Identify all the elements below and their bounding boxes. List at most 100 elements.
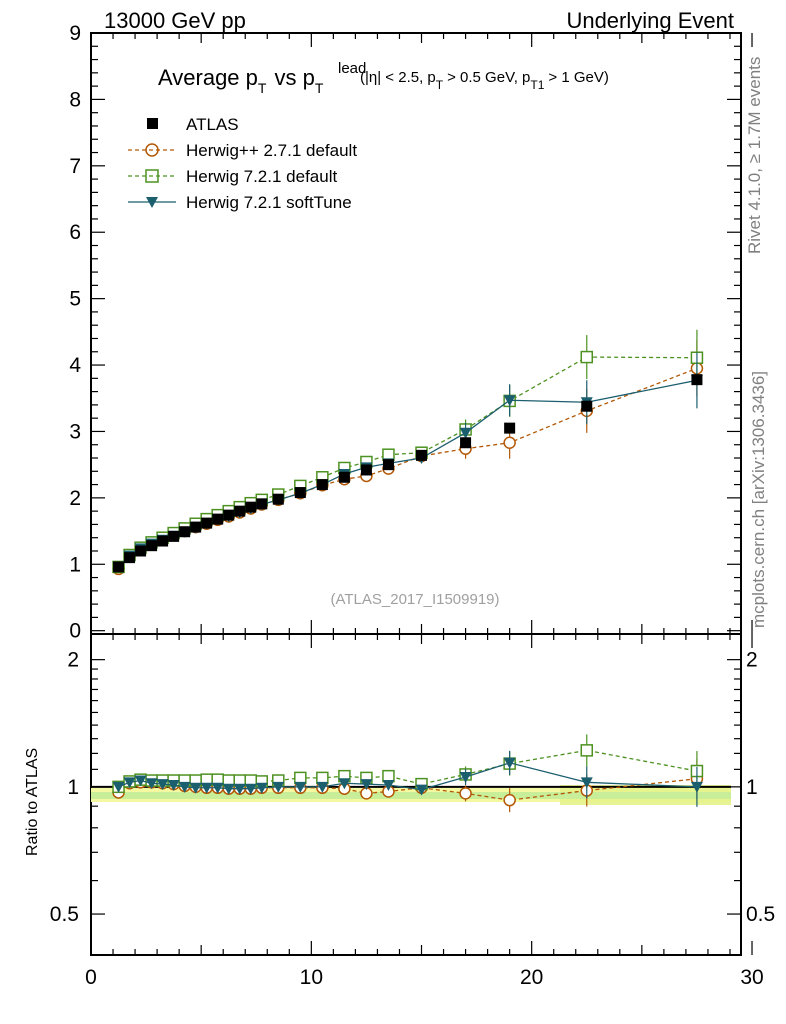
y-tick-label-ratio-left: 0.5 xyxy=(50,903,79,926)
title-main: Average pT vs pT xyxy=(158,65,324,96)
data-point xyxy=(360,779,373,791)
ratio-ylabel: Ratio to ATLAS xyxy=(24,748,41,856)
series-ratio-3 xyxy=(112,750,703,807)
svg-text:Herwig 7.2.1 softTune: Herwig 7.2.1 softTune xyxy=(186,193,352,212)
x-tick-label: 10 xyxy=(300,966,323,989)
svg-text:Herwig 7.2.1 default: Herwig 7.2.1 default xyxy=(186,167,337,186)
data-point xyxy=(200,782,213,794)
data-point xyxy=(123,777,136,789)
data-point xyxy=(691,374,703,386)
data-point xyxy=(272,781,285,793)
data-point xyxy=(212,513,224,525)
data-point xyxy=(135,545,147,557)
data-point xyxy=(580,350,594,364)
axis-ticks: 0 10 20 30 0 1 2 3 4 5 6 7 8 9 0.5 0.5 1 1 2 2 xyxy=(50,22,775,989)
analysis-id: (ATLAS_2017_I1509919) xyxy=(330,591,499,608)
y-tick-label-main: 8 xyxy=(69,88,81,111)
data-point xyxy=(581,400,593,412)
legend-item-atlas: ATLAS xyxy=(147,115,239,134)
y-tick-label-main: 3 xyxy=(69,420,81,443)
data-point xyxy=(233,783,246,795)
data-point xyxy=(316,771,329,785)
y-tick-label-main: 9 xyxy=(69,22,81,45)
data-point xyxy=(167,780,180,792)
data-point xyxy=(234,505,246,517)
data-point xyxy=(272,493,284,505)
data-point xyxy=(294,487,306,499)
y-tick-label-main: 0 xyxy=(69,620,81,643)
data-point xyxy=(338,471,350,483)
data-point xyxy=(294,781,307,793)
series-main-3 xyxy=(112,352,703,573)
legend-item-herwig7-default: Herwig 7.2.1 default xyxy=(128,167,337,186)
data-point xyxy=(690,781,703,793)
data-point xyxy=(256,498,268,510)
series-main-2 xyxy=(112,329,704,574)
legend-item-herwig7-softtune: Herwig 7.2.1 softTune xyxy=(128,193,352,212)
legend: ATLAS Herwig++ 2.7.1 default Herwig 7.2.… xyxy=(128,115,357,212)
data-point xyxy=(124,552,136,564)
y-tick-label-ratio-right: 2 xyxy=(746,649,758,672)
data-point xyxy=(156,779,169,791)
data-point xyxy=(460,437,472,449)
data-point xyxy=(580,777,593,789)
y-tick-label-main: 5 xyxy=(69,288,81,311)
data-point xyxy=(503,793,516,807)
data-point xyxy=(416,449,428,461)
series-line xyxy=(118,367,698,570)
data-point xyxy=(157,535,169,547)
svg-text:ATLAS: ATLAS xyxy=(186,115,239,134)
series-line xyxy=(118,356,697,568)
series-line xyxy=(118,379,698,568)
y-tick-label-ratio-right: 1 xyxy=(746,776,758,799)
y-tick-label-ratio-right: 0.5 xyxy=(746,903,775,926)
data-point xyxy=(360,464,372,476)
data-point xyxy=(382,769,395,783)
data-point xyxy=(580,744,594,757)
data-point xyxy=(255,782,268,794)
data-point xyxy=(338,778,351,790)
y-tick-label-main: 1 xyxy=(69,553,81,576)
data-point xyxy=(245,501,257,513)
data-point xyxy=(113,561,125,573)
title-cuts: (|η| < 2.5, pT > 0.5 GeV, pT1 > 1 GeV) xyxy=(360,69,609,92)
data-point xyxy=(504,422,516,434)
y-tick-label-main: 2 xyxy=(69,487,81,510)
data-point xyxy=(316,781,329,793)
title-sup-lead: lead xyxy=(338,60,366,77)
y-tick-label-ratio-left: 1 xyxy=(67,776,79,799)
data-point xyxy=(459,787,472,800)
x-tick-label: 0 xyxy=(85,966,97,989)
data-point xyxy=(459,427,472,439)
data-point xyxy=(211,782,224,794)
data-point xyxy=(415,784,428,796)
data-point xyxy=(189,782,202,794)
y-tick-label-main: 6 xyxy=(69,221,81,244)
data-point xyxy=(168,530,180,542)
data-point xyxy=(179,526,191,538)
data-point xyxy=(459,772,472,784)
y-tick-label-ratio-left: 2 xyxy=(67,649,79,672)
y-tick-label-main: 7 xyxy=(69,155,81,178)
svg-text:Herwig++ 2.7.1 default: Herwig++ 2.7.1 default xyxy=(186,141,357,160)
x-tick-label: 30 xyxy=(740,966,763,989)
x-tick-label: 20 xyxy=(520,966,543,989)
data-point xyxy=(316,479,328,491)
chart-title: Average pT vs pT lead (|η| < 2.5, pT > 0.5… xyxy=(158,60,609,96)
data-point xyxy=(146,540,158,552)
legend-item-herwigpp: Herwig++ 2.7.1 default xyxy=(128,141,357,160)
data-point xyxy=(112,781,125,793)
data-series xyxy=(112,329,704,813)
data-point xyxy=(222,783,235,795)
series-main-0 xyxy=(113,374,703,573)
series-main-1 xyxy=(112,340,704,576)
data-point xyxy=(178,781,191,793)
header-right: Underlying Event xyxy=(566,8,734,33)
mcplots-label: mcplots.cern.ch [arXiv:1306.3436] xyxy=(749,371,768,628)
data-point xyxy=(201,517,213,529)
data-point xyxy=(503,436,516,449)
data-point xyxy=(503,395,516,407)
data-point xyxy=(382,780,395,792)
data-point xyxy=(134,775,147,787)
